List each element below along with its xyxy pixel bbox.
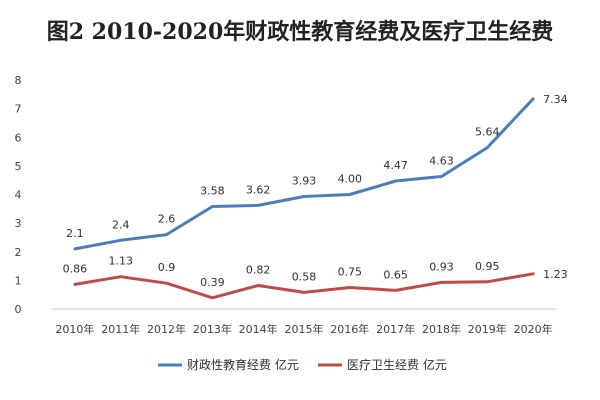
data-label: 7.34 [543, 93, 568, 106]
legend-label: 医疗卫生经费 亿元 [347, 357, 447, 372]
x-tick-label: 2020年 [514, 322, 553, 336]
x-tick-label: 2017年 [376, 322, 415, 336]
data-label: 4.47 [383, 159, 408, 172]
x-tick-label: 2010年 [55, 322, 94, 336]
chart-title: 图2 2010-2020年财政性教育经费及医疗卫生经费 [46, 19, 554, 45]
data-label: 0.58 [292, 270, 317, 283]
data-label: 1.23 [543, 268, 568, 281]
data-label: 0.93 [429, 260, 454, 273]
y-tick-label: 0 [15, 303, 22, 316]
data-label: 0.95 [475, 260, 500, 273]
data-label: 1.13 [108, 255, 133, 268]
y-tick-label: 7 [15, 103, 22, 116]
x-tick-label: 2016年 [330, 322, 369, 336]
data-label: 0.9 [158, 261, 176, 274]
y-tick-label: 5 [15, 160, 22, 173]
x-tick-label: 2018年 [422, 322, 461, 336]
legend-label: 财政性教育经费 亿元 [187, 357, 299, 372]
y-tick-label: 2 [15, 246, 22, 259]
y-tick-label: 1 [15, 274, 22, 287]
data-label: 2.6 [158, 213, 176, 226]
y-tick-label: 6 [15, 131, 22, 144]
series-lines [73, 97, 535, 300]
x-axis-ticks: 2010年 2011年 2012年 2013年 2014年 2015年 2016年 2017年… [55, 322, 552, 336]
data-label: 0.82 [246, 264, 271, 277]
x-tick-label: 2019年 [468, 322, 507, 336]
data-label: 0.86 [63, 262, 88, 275]
data-label: 3.93 [292, 175, 317, 188]
data-label: 4.63 [429, 154, 454, 167]
data-label: 5.64 [475, 126, 500, 139]
data-label: 3.62 [246, 183, 271, 196]
series-line-2 [73, 272, 535, 300]
data-label: 0.65 [383, 268, 408, 281]
data-label: 2.1 [66, 227, 84, 240]
data-label: 0.39 [200, 276, 225, 289]
data-label: 3.58 [200, 185, 225, 198]
series-line-1 [73, 97, 535, 251]
x-tick-label: 2011年 [101, 322, 140, 336]
legend: 财政性教育经费 亿元 医疗卫生经费 亿元 [158, 357, 447, 372]
y-axis: 0 1 2 3 4 5 6 7 8 [15, 74, 22, 316]
y-tick-label: 8 [15, 74, 22, 87]
data-labels: 2.1 2.4 2.6 3.58 3.62 3.93 4.00 4.47 4.63 5.64 7.3… [63, 93, 568, 289]
x-tick-label: 2015年 [285, 322, 324, 336]
data-label: 4.00 [338, 173, 363, 186]
data-label: 2.4 [112, 218, 130, 231]
y-tick-label: 4 [15, 189, 22, 202]
data-label: 0.75 [338, 266, 363, 279]
y-tick-label: 3 [15, 217, 22, 230]
x-tick-label: 2013年 [193, 322, 232, 336]
x-tick-label: 2012年 [147, 322, 186, 336]
x-tick-label: 2014年 [239, 322, 278, 336]
